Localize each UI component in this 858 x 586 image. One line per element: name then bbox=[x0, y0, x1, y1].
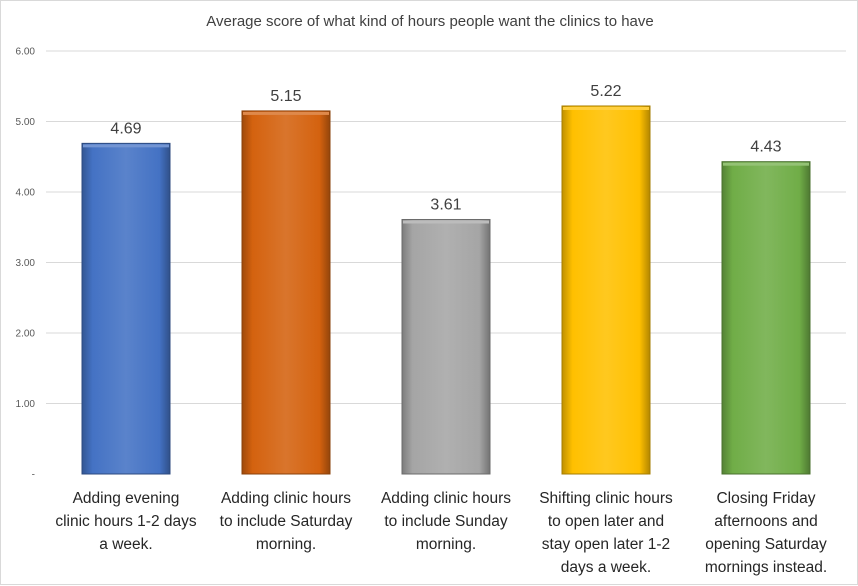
bar bbox=[561, 105, 651, 475]
bar bbox=[241, 110, 331, 475]
x-category-label: clinic hours 1-2 days bbox=[55, 513, 197, 530]
data-label: 5.15 bbox=[270, 88, 301, 105]
data-label: 4.43 bbox=[750, 139, 781, 156]
x-category-label: a week. bbox=[99, 536, 152, 553]
x-category-label: to include Saturday bbox=[220, 513, 353, 530]
bar-top-highlight bbox=[563, 106, 649, 110]
bar-top-highlight bbox=[243, 111, 329, 115]
x-category-label: morning. bbox=[256, 536, 316, 553]
x-category-label: Adding clinic hours bbox=[221, 490, 351, 507]
x-category-label: morning. bbox=[416, 536, 476, 553]
bar-top-highlight bbox=[403, 220, 489, 224]
y-tick-label: 4.00 bbox=[16, 188, 36, 199]
bar bbox=[401, 218, 491, 475]
x-category-label: Adding clinic hours bbox=[381, 490, 511, 507]
y-tick-label: 6.00 bbox=[16, 47, 36, 58]
x-category-label: days a week. bbox=[561, 559, 651, 576]
y-tick-label: - bbox=[32, 470, 35, 481]
x-category-label: afternoons and bbox=[714, 513, 817, 530]
x-category-label: to include Sunday bbox=[384, 513, 507, 530]
x-category-label: mornings instead. bbox=[705, 559, 827, 576]
data-label: 4.69 bbox=[110, 120, 141, 137]
bar-top-highlight bbox=[723, 162, 809, 166]
bar bbox=[721, 161, 811, 475]
y-tick-label: 1.00 bbox=[16, 399, 36, 410]
x-category-label: Adding evening bbox=[73, 490, 180, 507]
data-label: 5.22 bbox=[590, 83, 621, 100]
y-tick-label: 5.00 bbox=[16, 117, 36, 128]
x-category-label: Shifting clinic hours bbox=[539, 490, 673, 507]
x-category-label: stay open later 1-2 bbox=[542, 536, 670, 553]
y-tick-label: 2.00 bbox=[16, 329, 36, 340]
x-category-label: opening Saturday bbox=[705, 536, 827, 553]
bar bbox=[81, 142, 171, 475]
data-label: 3.61 bbox=[430, 196, 461, 213]
chart-title: Average score of what kind of hours peop… bbox=[206, 13, 654, 30]
x-category-label: to open later and bbox=[548, 513, 664, 530]
bar-top-highlight bbox=[83, 144, 169, 148]
y-tick-label: 3.00 bbox=[16, 258, 36, 269]
x-category-label: Closing Friday bbox=[716, 490, 815, 507]
